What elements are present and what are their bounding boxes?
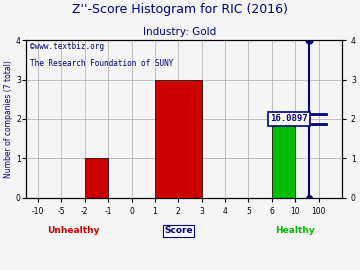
- Bar: [155, 79, 202, 198]
- Text: Score: Score: [164, 226, 193, 235]
- Text: 16.0897: 16.0897: [270, 114, 308, 123]
- Text: The Research Foundation of SUNY: The Research Foundation of SUNY: [30, 59, 173, 68]
- Text: Z''-Score Histogram for RIC (2016): Z''-Score Histogram for RIC (2016): [72, 3, 288, 16]
- Text: Industry: Gold: Industry: Gold: [143, 27, 217, 37]
- Y-axis label: Number of companies (7 total): Number of companies (7 total): [4, 60, 13, 178]
- Bar: [85, 158, 108, 198]
- Bar: [272, 119, 295, 198]
- Text: Unhealthy: Unhealthy: [47, 226, 99, 235]
- Text: ©www.textbiz.org: ©www.textbiz.org: [30, 42, 104, 51]
- Text: Healthy: Healthy: [275, 226, 315, 235]
